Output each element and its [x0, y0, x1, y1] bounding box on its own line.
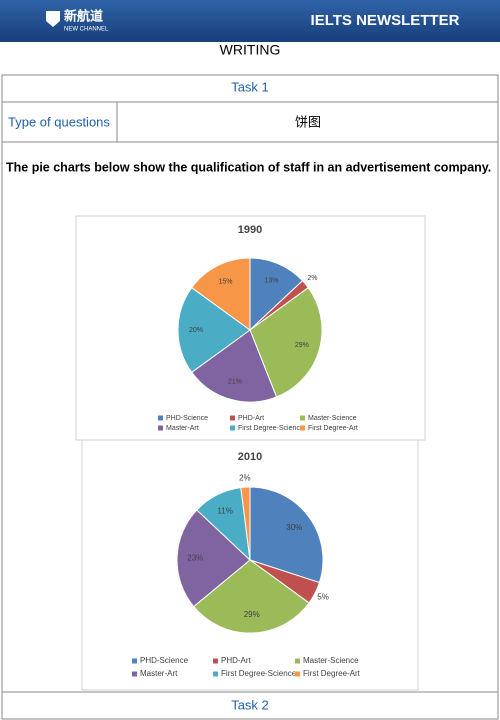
legend-label: First Degree-Science	[221, 669, 297, 678]
legend-label: Master-Science	[303, 656, 359, 665]
data-label: 11%	[217, 506, 232, 515]
data-label: 2%	[307, 275, 317, 282]
legend-swatch	[230, 425, 235, 431]
type-label: Type of questions	[8, 114, 110, 129]
data-label: 30%	[286, 523, 302, 532]
data-label: 2%	[239, 473, 251, 482]
legend-swatch	[158, 425, 163, 431]
legend-swatch	[158, 415, 163, 421]
legend-label: First Degree-Art	[308, 425, 358, 432]
data-label: 13%	[264, 277, 278, 284]
pie-slice	[249, 486, 324, 584]
legend-label: PHD-Science	[140, 656, 189, 665]
prompt: The pie charts below show the qualificat…	[6, 160, 491, 174]
legend-label: PHD-Art	[221, 656, 252, 665]
data-label: 20%	[189, 327, 203, 334]
legend-label: Master-Art	[166, 425, 199, 432]
chart-title: 1990	[238, 224, 262, 236]
legend-label: PHD-Science	[166, 415, 208, 422]
legend-swatch	[295, 671, 300, 677]
task-heading: Task 2	[231, 697, 269, 712]
legend-label: First Degree-Art	[303, 669, 361, 678]
pie-slice	[249, 257, 304, 332]
pie-slice	[240, 486, 251, 561]
legend-swatch	[213, 658, 218, 664]
legend-label: Master-Science	[308, 415, 357, 422]
legend-swatch	[300, 415, 305, 421]
data-label: 21%	[228, 379, 242, 386]
legend-swatch	[300, 425, 305, 431]
logo-name: 新航道	[64, 8, 103, 23]
header-bar	[0, 0, 500, 42]
data-label: 29%	[295, 342, 309, 349]
pie-slice	[176, 509, 251, 608]
data-label: 5%	[317, 592, 329, 601]
data-label: 15%	[218, 279, 232, 286]
chart-title: 2010	[238, 451, 262, 463]
legend-swatch	[132, 658, 137, 664]
logo-sub: NEW CHANNEL	[64, 27, 109, 33]
logo-icon	[46, 11, 60, 27]
legend-swatch	[295, 658, 300, 664]
header-title: IELTS NEWSLETTER	[311, 12, 460, 29]
legend-label: PHD-Art	[238, 415, 264, 422]
task-heading: Task 1	[231, 79, 269, 94]
legend-swatch	[213, 671, 218, 677]
pie-slice	[191, 329, 278, 403]
type-value: 饼图	[295, 114, 321, 129]
pie-slice	[191, 257, 251, 331]
data-label: 29%	[244, 610, 260, 619]
pie-slice	[193, 559, 310, 634]
legend-swatch	[230, 415, 235, 421]
pie-slice	[249, 286, 323, 398]
legend-swatch	[132, 671, 137, 677]
section-title: WRITING	[220, 42, 281, 58]
legend-label: Master-Art	[140, 669, 178, 678]
legend-label: First Degree-Science	[238, 425, 304, 432]
data-label: 23%	[187, 553, 203, 562]
table-border	[1, 74, 499, 720]
pie-slice	[177, 286, 251, 374]
